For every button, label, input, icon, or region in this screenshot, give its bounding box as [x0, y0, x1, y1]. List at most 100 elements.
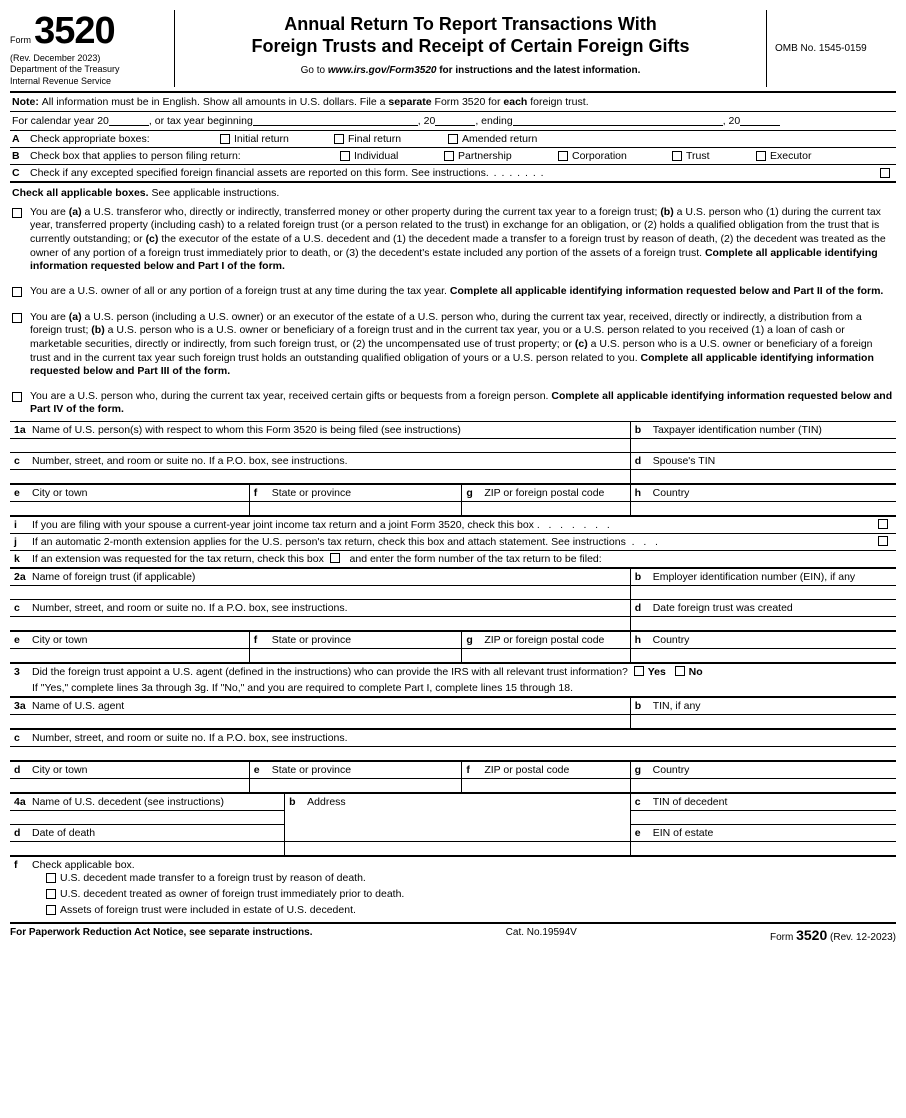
check-heading-rest: See applicable instructions.: [149, 187, 280, 199]
input-4d[interactable]: [10, 842, 285, 856]
input-1b[interactable]: [630, 439, 896, 453]
row-a: A Check appropriate boxes: Initial retur…: [10, 131, 896, 148]
lbl-2d: d: [635, 602, 653, 614]
year-input-2[interactable]: [253, 115, 418, 126]
goto-line: Go to www.irs.gov/Form3520 for instructi…: [185, 65, 756, 76]
input-2d[interactable]: [630, 617, 896, 631]
year-input-4[interactable]: [513, 115, 723, 126]
input-1h[interactable]: [630, 502, 896, 516]
form-3c: cNumber, street, and room or suite no. I…: [10, 729, 896, 761]
check-heading: Check all applicable boxes. See applicab…: [10, 183, 896, 203]
checkbox-corporation[interactable]: [558, 151, 568, 161]
checkbox-1i[interactable]: [878, 519, 888, 529]
year-p5: , 20: [723, 115, 741, 127]
txt-4a: Name of U.S. decedent (see instructions): [32, 796, 224, 808]
input-3g[interactable]: [630, 779, 896, 793]
input-1a[interactable]: [10, 439, 630, 453]
input-2e[interactable]: [10, 649, 249, 663]
input-2h[interactable]: [630, 649, 896, 663]
txt-1k2: and enter the form number of the tax ret…: [350, 553, 602, 565]
year-input-5[interactable]: [740, 115, 780, 126]
year-row: For calendar year 20 , or tax year begin…: [10, 112, 896, 131]
form-4f: fCheck applicable box. U.S. decedent mad…: [10, 856, 896, 920]
lbl-3a: 3a: [14, 700, 32, 712]
checkbox-4f3[interactable]: [46, 905, 56, 915]
year-input-3[interactable]: [435, 115, 475, 126]
input-2g[interactable]: [462, 649, 630, 663]
checkbox-individual[interactable]: [340, 151, 350, 161]
checkbox-4f2[interactable]: [46, 889, 56, 899]
lbl-4e: e: [635, 827, 653, 839]
check-block-3: You are (a) a U.S. person (including a U…: [10, 308, 896, 387]
txt-2e: City or town: [32, 634, 87, 646]
year-input-1[interactable]: [109, 115, 149, 126]
footer-right-pre: Form: [770, 932, 796, 943]
row-c-letter: C: [12, 167, 30, 179]
lbl-2b: b: [635, 571, 653, 583]
checkbox-amended-return[interactable]: [448, 134, 458, 144]
b3a: (a): [69, 311, 82, 323]
lbl-2c: c: [14, 602, 32, 614]
txt-1f: State or province: [272, 487, 351, 499]
form-header: Form 3520 (Rev. December 2023) Departmen…: [10, 10, 896, 93]
txt-4f3: Assets of foreign trust were included in…: [60, 904, 356, 916]
checkbox-1j[interactable]: [878, 536, 888, 546]
txt-3e: State or province: [272, 764, 351, 776]
lbl-1h: h: [635, 487, 653, 499]
txt-1e: City or town: [32, 487, 87, 499]
input-1d[interactable]: [630, 470, 896, 484]
input-3a[interactable]: [10, 715, 630, 729]
lbl-1d: d: [635, 455, 653, 467]
input-1e[interactable]: [10, 502, 249, 516]
input-4b[interactable]: [285, 842, 631, 856]
checkbox-block-4[interactable]: [12, 392, 22, 402]
lbl-2g: g: [466, 634, 484, 646]
lbl-3e: e: [254, 764, 272, 776]
input-2a[interactable]: [10, 586, 630, 600]
txt-2a: Name of foreign trust (if applicable): [32, 571, 195, 583]
footer-right: Form 3520 (Rev. 12-2023): [770, 927, 896, 943]
input-4c[interactable]: [630, 811, 896, 825]
checkbox-1k[interactable]: [330, 553, 340, 563]
input-1g[interactable]: [462, 502, 630, 516]
checkbox-executor[interactable]: [756, 151, 766, 161]
txt-1i: If you are filing with your spouse a cur…: [32, 519, 534, 531]
input-3b[interactable]: [630, 715, 896, 729]
input-3d[interactable]: [10, 779, 249, 793]
block-2-text: You are a U.S. owner of all or any porti…: [30, 285, 894, 300]
checkbox-trust[interactable]: [672, 151, 682, 161]
lbl-1a: 1a: [14, 424, 32, 436]
input-2f[interactable]: [249, 649, 462, 663]
checkbox-final-return[interactable]: [334, 134, 344, 144]
checkbox-partnership[interactable]: [444, 151, 454, 161]
checkbox-row-c[interactable]: [880, 168, 890, 178]
lbl-3d: d: [14, 764, 32, 776]
checkbox-3-no[interactable]: [675, 666, 685, 676]
checkbox-initial-return[interactable]: [220, 134, 230, 144]
checkbox-block-2[interactable]: [12, 287, 22, 297]
input-4a[interactable]: [10, 811, 285, 825]
txt-2c: Number, street, and room or suite no. If…: [32, 602, 348, 614]
input-3e[interactable]: [249, 779, 462, 793]
year-p3: , 20: [418, 115, 436, 127]
checkbox-block-1[interactable]: [12, 208, 22, 218]
input-2c[interactable]: [10, 617, 630, 631]
input-4e[interactable]: [630, 842, 896, 856]
checkbox-3-yes[interactable]: [634, 666, 644, 676]
input-1f[interactable]: [249, 502, 462, 516]
form-label: Form: [10, 35, 31, 45]
input-3f[interactable]: [462, 779, 630, 793]
b3b: (b): [91, 324, 104, 336]
checkbox-block-3[interactable]: [12, 313, 22, 323]
input-1c[interactable]: [10, 470, 630, 484]
opt-individual: Individual: [354, 150, 444, 162]
header-right: OMB No. 1545-0159: [766, 10, 896, 87]
txt-2f: State or province: [272, 634, 351, 646]
txt-1h: Country: [653, 487, 690, 499]
block-1-text: You are (a) a U.S. transferor who, direc…: [30, 206, 894, 274]
input-2b[interactable]: [630, 586, 896, 600]
checkbox-4f1[interactable]: [46, 873, 56, 883]
txt-3-yes: Yes: [648, 666, 666, 678]
header-left: Form 3520 (Rev. December 2023) Departmen…: [10, 10, 175, 87]
input-3c[interactable]: [10, 747, 896, 761]
